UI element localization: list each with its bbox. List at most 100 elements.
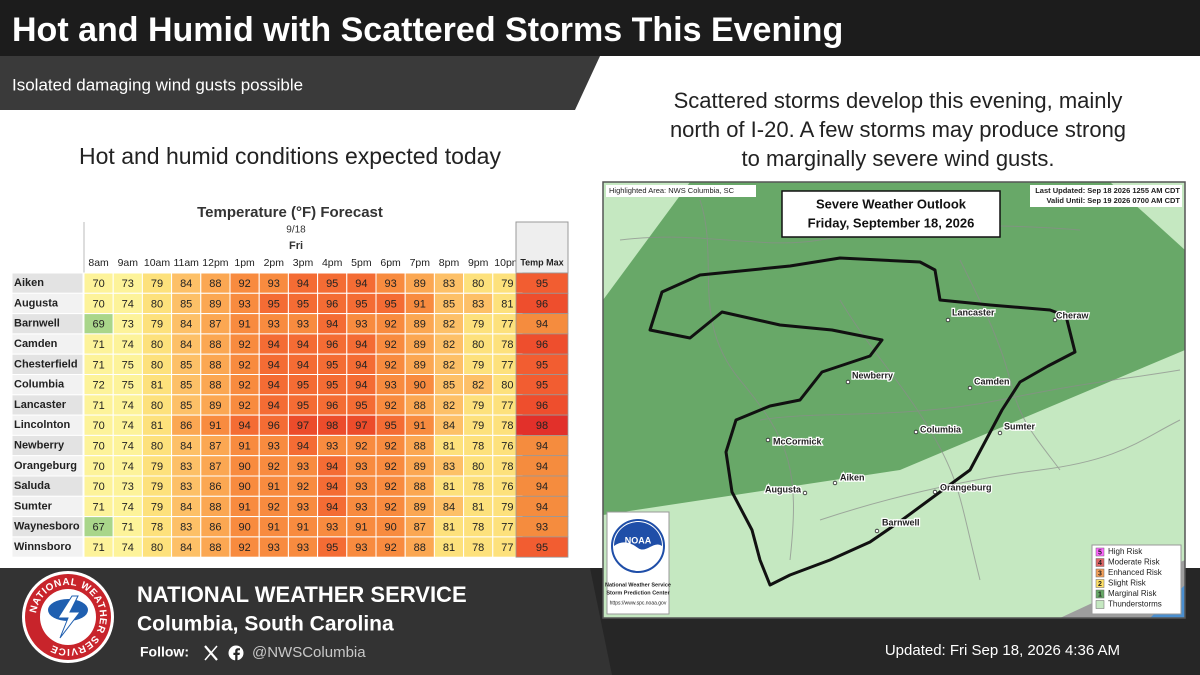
header-bar [0, 0, 1200, 56]
temp-value: 92 [384, 481, 396, 493]
time-box [1030, 185, 1182, 207]
column-header: 11am [173, 257, 199, 269]
temp-value: 93 [355, 461, 367, 473]
temp-value: 82 [443, 359, 455, 371]
temp-value: 78 [501, 420, 513, 432]
row-label: Camden [14, 338, 58, 350]
legend-label: High Risk [1108, 547, 1143, 556]
highlighted-area: Highlighted Area: NWS Columbia, SC [609, 186, 735, 195]
county-line [759, 369, 1181, 421]
city-label: Aiken [840, 472, 865, 482]
temp-value: 91 [297, 522, 309, 534]
max-value: 94 [536, 319, 548, 331]
temp-value: 70 [92, 461, 104, 473]
temp-value: 93 [297, 319, 309, 331]
city-dot [932, 489, 938, 495]
temp-value: 92 [238, 400, 250, 412]
temp-value: 94 [355, 339, 367, 351]
temp-value: 93 [268, 278, 280, 290]
noaa-line2: Storm Prediction Center [606, 590, 670, 596]
row-label: Orangeburg [14, 460, 77, 472]
temp-value: 69 [92, 319, 104, 331]
handle: @NWSColumbia [252, 644, 366, 661]
outlook-title: Severe Weather Outlook [816, 196, 967, 211]
temp-value: 82 [443, 339, 455, 351]
temp-value: 75 [122, 380, 134, 392]
temp-value: 89 [209, 400, 221, 412]
city-label: Sumter [1004, 421, 1036, 431]
column-header: 6pm [380, 257, 401, 269]
column-header: 8am [88, 257, 109, 269]
city-label: Newberry [852, 370, 893, 380]
temp-value: 95 [384, 298, 396, 310]
temp-value: 78 [501, 461, 513, 473]
temp-value: 94 [326, 319, 338, 331]
noaa-text: NOAA [625, 535, 652, 545]
temp-value: 70 [92, 481, 104, 493]
temp-value: 86 [180, 420, 192, 432]
city-dot [802, 490, 808, 496]
temp-value: 93 [238, 298, 250, 310]
max-value: 93 [536, 522, 548, 534]
row-label: Sumter [14, 500, 53, 512]
temp-value: 80 [151, 339, 163, 351]
city-dot [1052, 317, 1058, 323]
noaa-line1: National Weather Service [605, 582, 671, 588]
temp-value: 74 [122, 298, 134, 310]
temp-value: 95 [355, 400, 367, 412]
max-value: 95 [536, 542, 548, 554]
temp-value: 92 [384, 400, 396, 412]
max-value: 96 [536, 298, 548, 310]
city-dot [913, 429, 919, 435]
column-header: 9am [118, 257, 139, 269]
max-value: 95 [536, 278, 548, 290]
follow-label: Follow: [140, 644, 189, 660]
description: Scattered storms develop this evening, m… [670, 88, 1126, 171]
temp-value: 74 [122, 339, 134, 351]
temp-value: 90 [238, 522, 250, 534]
temp-value: 85 [180, 298, 192, 310]
column-header: 3pm [293, 257, 314, 269]
temp-value: 89 [414, 359, 426, 371]
temp-value: 80 [472, 461, 484, 473]
legend-level: 4 [1098, 560, 1102, 567]
temp-value: 93 [297, 461, 309, 473]
temp-value: 77 [501, 400, 513, 412]
temp-value: 79 [151, 481, 163, 493]
temp-value: 73 [122, 278, 134, 290]
temp-value: 92 [238, 542, 250, 554]
max-value: 94 [536, 481, 548, 493]
temp-value: 71 [92, 339, 104, 351]
temp-value: 72 [92, 380, 104, 392]
outlook-date: Friday, September 18, 2026 [808, 215, 975, 230]
temp-value: 70 [92, 420, 104, 432]
temp-value: 71 [122, 522, 134, 534]
column-header: 9pm [468, 257, 489, 269]
county-line [819, 419, 1181, 521]
temp-value: 74 [122, 400, 134, 412]
temp-value: 93 [268, 319, 280, 331]
row-label: Aiken [14, 277, 44, 289]
temp-value: 89 [414, 339, 426, 351]
temp-value: 74 [122, 461, 134, 473]
temp-value: 96 [268, 420, 280, 432]
temp-value: 88 [209, 339, 221, 351]
city-label: Cheraw [1056, 310, 1090, 320]
temp-value: 88 [209, 278, 221, 290]
temp-value: 71 [92, 542, 104, 554]
temp-value: 79 [472, 420, 484, 432]
temp-value: 95 [297, 298, 309, 310]
temp-value: 87 [209, 461, 221, 473]
temperature-table: Temperature (°F) Forecast 9/18 Fri 8am 9am 10… [11, 204, 569, 558]
temp-value: 95 [268, 298, 280, 310]
row-label: Lancaster [14, 399, 67, 411]
legend-label: Thunderstorms [1108, 600, 1162, 609]
temp-value: 89 [414, 461, 426, 473]
temp-value: 94 [326, 461, 338, 473]
temp-value: 78 [472, 542, 484, 554]
max-value: 98 [536, 420, 548, 432]
temp-value: 81 [501, 298, 513, 310]
temp-value: 92 [384, 339, 396, 351]
row-label: Chesterfield [14, 358, 78, 370]
org-name: NATIONAL WEATHER SERVICE [137, 582, 467, 607]
